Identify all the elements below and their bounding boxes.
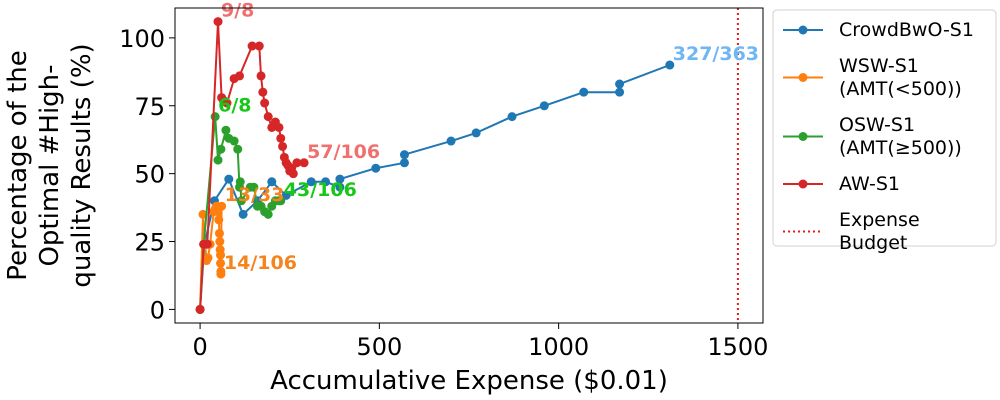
x-tick-label: 1000 xyxy=(528,333,589,361)
legend-handle-marker xyxy=(798,73,808,82)
data-point xyxy=(213,155,223,165)
annotation-label: 13/33 xyxy=(225,184,285,206)
legend-handle-marker xyxy=(798,25,808,35)
data-point xyxy=(216,144,226,154)
y-tick-label: 100 xyxy=(119,25,165,53)
legend-entry-label: WSW-S1 xyxy=(839,55,919,77)
data-point xyxy=(288,169,298,179)
x-tick-label: 500 xyxy=(356,333,402,361)
legend-entry-label: Expense xyxy=(839,209,920,231)
annotation-label: 9/8 xyxy=(221,0,254,22)
data-point xyxy=(539,101,549,111)
data-point xyxy=(399,158,409,168)
data-point xyxy=(263,209,273,219)
x-tick-label: 0 xyxy=(192,333,207,361)
annotation-label: 327/363 xyxy=(673,43,759,65)
data-point xyxy=(233,144,243,154)
data-point xyxy=(321,177,331,187)
data-point xyxy=(216,258,226,268)
data-point xyxy=(236,196,246,206)
data-point xyxy=(256,71,266,81)
data-point xyxy=(214,228,224,238)
legend-entry-label: (AMT(≥500)) xyxy=(839,137,962,159)
annotation-label: 14/106 xyxy=(224,252,297,274)
data-point xyxy=(217,201,227,211)
data-point xyxy=(299,158,309,168)
annotation-label: 43/106 xyxy=(284,179,357,201)
y-tick-label: 50 xyxy=(134,161,165,189)
legend-entry-label: Budget xyxy=(839,232,907,254)
data-point xyxy=(214,215,224,225)
x-axis-label: Accumulative Expense ($0.01) xyxy=(270,366,668,396)
data-point xyxy=(202,239,212,249)
data-point xyxy=(238,209,248,219)
legend-entry-label: (AMT(<500)) xyxy=(839,78,962,100)
data-point xyxy=(235,177,245,187)
data-point xyxy=(258,87,268,97)
data-point xyxy=(203,253,213,263)
legend-handle-marker xyxy=(798,132,808,141)
y-tick-label: 0 xyxy=(150,296,165,324)
data-point xyxy=(615,87,625,97)
data-point xyxy=(215,237,225,247)
annotation-label: 6/8 xyxy=(218,95,251,117)
data-point xyxy=(254,41,264,51)
data-point xyxy=(249,182,259,192)
data-point xyxy=(213,17,223,27)
data-point xyxy=(216,269,226,279)
y-axis-label: quality Results (%) xyxy=(67,43,97,287)
data-point xyxy=(216,250,226,260)
annotation-label: 57/106 xyxy=(307,141,380,163)
data-point xyxy=(278,141,288,151)
legend-entry-label: CrowdBwO-S1 xyxy=(839,19,974,41)
data-point xyxy=(615,79,625,89)
data-point xyxy=(222,98,232,108)
legend-entry-label: OSW-S1 xyxy=(839,114,915,136)
data-point xyxy=(247,41,257,51)
x-tick-label: 1500 xyxy=(707,333,768,361)
plot-frame xyxy=(174,7,764,324)
data-point xyxy=(195,304,205,314)
data-point xyxy=(224,174,234,184)
data-point xyxy=(276,196,286,206)
axes: 0 500 1000 1500 0 25 50 75 100 Accumulative Expen… xyxy=(3,7,768,396)
legend: CrowdBwO-S1 WSW-S1(AMT(<500)) OSW-S1(AMT(≥… xyxy=(772,9,997,254)
y-axis-label: Optimal #High- xyxy=(35,64,65,266)
data-point xyxy=(471,128,481,138)
legend-entry-label: AW-S1 xyxy=(839,173,900,195)
data-point xyxy=(446,136,456,146)
data-point xyxy=(371,163,381,173)
data-point xyxy=(274,122,284,132)
data-point xyxy=(665,60,675,70)
data-point xyxy=(292,158,302,168)
data-point xyxy=(263,112,273,122)
y-axis-label: Percentage of the xyxy=(3,50,33,281)
y-tick-label: 75 xyxy=(134,93,165,121)
data-point xyxy=(335,174,345,184)
data-point xyxy=(235,71,245,81)
data-point xyxy=(579,87,589,97)
data-point xyxy=(229,136,239,146)
data-point xyxy=(260,98,270,108)
plot-area: 9/8 327/363 6/8 57/106 13/33 43/106 14/106 xyxy=(195,0,759,323)
data-point xyxy=(335,182,345,192)
data-point xyxy=(221,125,231,135)
data-point xyxy=(306,177,316,187)
data-point xyxy=(507,112,517,122)
legend-box xyxy=(772,9,997,247)
data-point xyxy=(276,133,286,143)
data-point xyxy=(399,150,409,160)
legend-handle-marker xyxy=(798,179,808,189)
data-point xyxy=(267,177,277,187)
y-tick-label: 25 xyxy=(134,229,165,257)
